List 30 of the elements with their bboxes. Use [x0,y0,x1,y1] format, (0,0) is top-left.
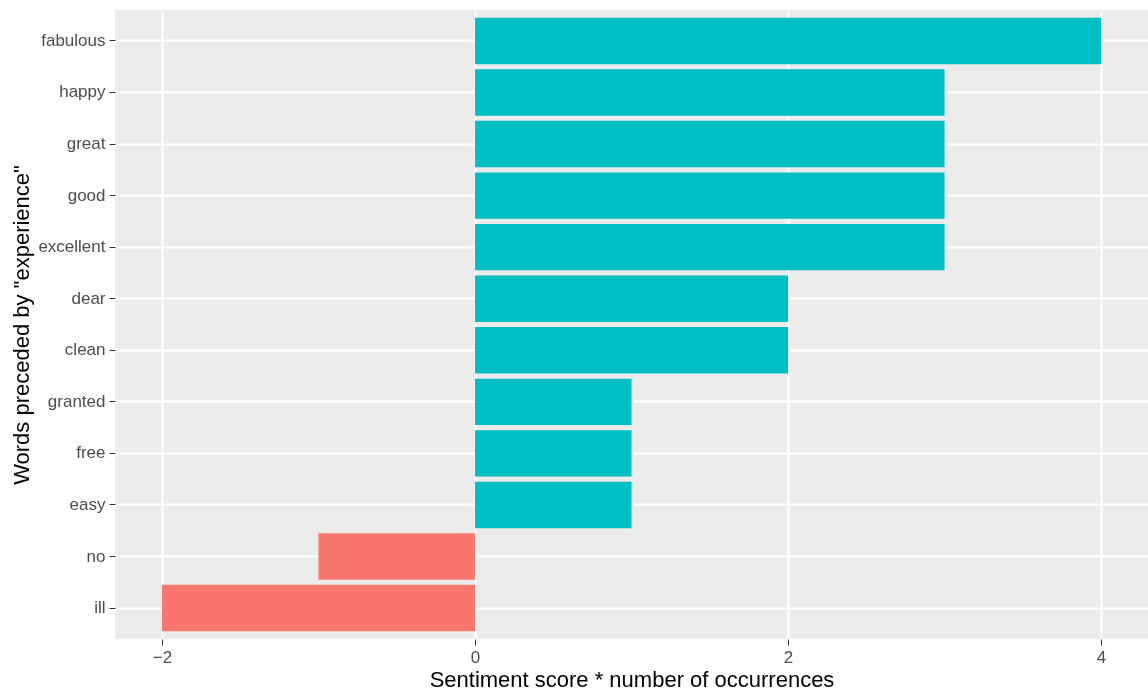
y-tick-label: no [86,546,106,566]
bar [474,172,945,219]
y-tick-label: clean [64,340,106,360]
x-axis-title: Sentiment score * number of occurrences [429,666,835,692]
bar [474,69,945,116]
bar [474,275,789,322]
bar [474,120,945,168]
bar [318,533,475,580]
y-tick-label: easy [69,494,106,514]
y-tick-label: great [66,134,106,154]
bar [474,223,945,271]
x-tick-label: −2 [152,647,173,667]
bar [474,17,1102,65]
x-tick-label: 0 [470,647,481,667]
x-tick-label: 4 [1096,647,1107,667]
bar [474,430,632,477]
bar [474,327,789,374]
y-tick-label: free [76,443,106,463]
y-tick-label: excellent [38,237,106,257]
y-tick-label: dear [71,288,106,308]
y-tick-label: ill [94,598,106,618]
bar [474,481,632,529]
y-tick-label: happy [59,82,106,102]
bar [474,378,632,426]
y-tick-label: fabulous [41,30,106,50]
bar [161,584,475,632]
y-tick-label: granted [47,391,106,411]
y-axis-title: Words preceded by "experience" [9,165,35,485]
x-tick-label: 2 [783,647,794,667]
y-tick-label: good [67,185,106,205]
